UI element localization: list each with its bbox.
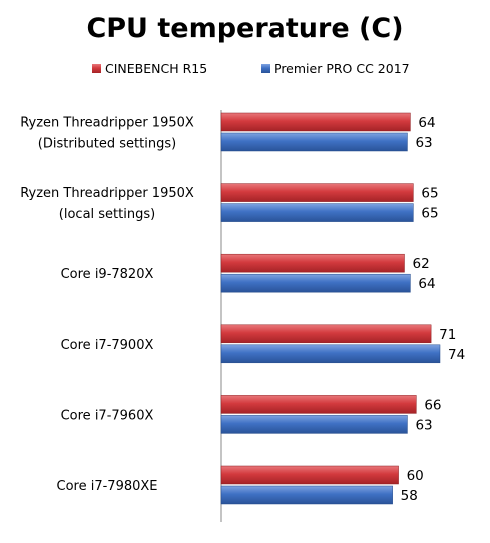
value-label-premier-pro-cc-2017-2: 65 xyxy=(421,206,438,222)
bar-premier-pro-cc-2017-4 xyxy=(220,344,441,364)
bar-cinebench-r15-6 xyxy=(220,465,399,485)
value-label-cinebench-r15-2: 65 xyxy=(421,186,438,202)
legend-label-cinebench-r15: CINEBENCH R15 xyxy=(105,61,207,76)
value-label-premier-pro-cc-2017-3: 64 xyxy=(418,276,435,292)
bar-cinebench-r15-3 xyxy=(220,253,405,273)
bar-cinebench-r15-2 xyxy=(220,183,414,202)
bar-cinebench-r15-1 xyxy=(220,112,411,132)
bar-premier-pro-cc-2017-3 xyxy=(220,273,411,293)
value-label-premier-pro-cc-2017-1: 63 xyxy=(415,135,432,151)
legend-label-premier-pro-cc-2017: Premier PRO CC 2017 xyxy=(274,61,410,76)
value-label-premier-pro-cc-2017-6: 58 xyxy=(401,488,418,504)
category-label-1-line-2: (Distributed settings) xyxy=(38,137,176,152)
legend-swatch-cinebench-r15 xyxy=(92,64,101,73)
value-label-premier-pro-cc-2017-5: 63 xyxy=(415,417,432,433)
value-labels: 64 65 62 71 66 60 63 65 64 74 63 58 xyxy=(401,115,466,504)
value-label-premier-pro-cc-2017-4: 74 xyxy=(448,347,465,363)
value-label-cinebench-r15-5: 66 xyxy=(424,397,441,413)
bar-premier-pro-cc-2017-6 xyxy=(220,485,393,505)
bar-premier-pro-cc-2017-1 xyxy=(220,132,408,152)
bar-premier-pro-cc-2017-2 xyxy=(220,203,414,222)
bar-cinebench-r15-4 xyxy=(220,324,432,344)
bar-premier-pro-cc-2017-5 xyxy=(220,415,408,434)
category-label-6: Core i7-7980XE xyxy=(57,479,158,494)
chart-legend: CINEBENCH R15 Premier PRO CC 2017 xyxy=(92,61,410,76)
category-label-2-line-1: Ryzen Threadripper 1950X xyxy=(20,186,194,201)
category-label-3: Core i9-7820X xyxy=(61,267,154,282)
category-labels: Ryzen Threadripper 1950X (Distributed set… xyxy=(20,116,194,495)
chart-title: CPU temperature (C) xyxy=(86,13,403,44)
value-label-cinebench-r15-4: 71 xyxy=(439,327,456,343)
category-label-5: Core i7-7960X xyxy=(61,408,154,423)
category-label-1-line-1: Ryzen Threadripper 1950X xyxy=(20,116,194,131)
category-label-4: Core i7-7900X xyxy=(61,338,154,353)
legend-swatch-premier-pro-cc-2017 xyxy=(261,64,270,73)
value-label-cinebench-r15-6: 60 xyxy=(407,468,424,484)
value-label-cinebench-r15-1: 64 xyxy=(418,115,435,131)
bar-cinebench-r15-5 xyxy=(220,395,417,414)
value-label-cinebench-r15-3: 62 xyxy=(412,256,429,272)
chart-bars xyxy=(220,112,441,505)
category-label-2-line-2: (local settings) xyxy=(59,207,155,222)
